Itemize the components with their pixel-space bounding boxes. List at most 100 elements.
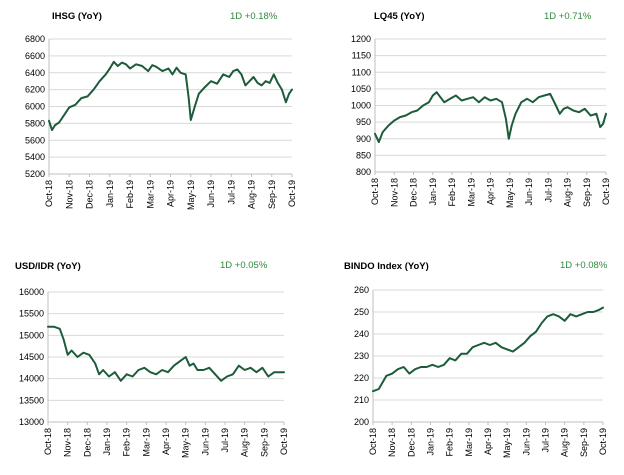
x-tick-label: Nov-18 [389,178,399,207]
x-tick-label: Oct-19 [279,428,289,455]
x-tick-label: Jun-19 [206,180,216,208]
x-tick-label: Feb-19 [122,428,132,457]
x-tick-label: Feb-19 [125,180,135,209]
y-tick-label: 5200 [25,169,45,179]
y-tick-label: 1100 [352,67,371,77]
y-tick-label: 13500 [19,395,44,405]
x-tick-label: Mar-19 [145,180,155,209]
x-tick-label: May-19 [186,180,196,210]
x-tick-label: Jul-19 [541,428,551,453]
y-tick-label: 1050 [351,84,371,94]
bindo-chart: 200 210 220 230 240 250 260 Oct-18 Nov-18 Dec-18 J… [354,285,608,458]
x-tick-label: Mar-19 [464,428,474,457]
lq45-panel: LQ45 (YoY) 1D +0.71% 800 850 900 950 1000 105… [312,0,624,237]
y-tick-label: 14000 [19,374,44,384]
x-tick-label: Jul-19 [220,428,230,453]
x-tick-label: Aug-19 [240,428,250,457]
y-tick-label: 1200 [351,34,371,44]
x-tick-label: Apr-19 [166,180,176,207]
y-tick-label: 6400 [25,68,45,78]
lq45-chart: 800 850 900 950 1000 1050 1100 1150 1200 Oct-18 No… [351,34,611,208]
y-tick-label: 900 [356,134,371,144]
x-tick-label: Jan-19 [426,428,436,456]
x-tick-label: Jun-19 [524,178,534,206]
x-tick-label: May-19 [505,178,515,208]
x-tick-label: Apr-19 [486,178,496,205]
x-tick-label: Nov-18 [387,428,397,457]
x-tick-label: Oct-18 [44,180,54,207]
y-tick-label: 1000 [351,101,371,111]
x-tick-label: Feb-19 [445,428,455,457]
x-tick-label: Nov-18 [63,428,73,457]
ihsg-panel: IHSG (YoY) 1D +0.18% 5200 5400 5600 5800 600… [0,0,312,237]
y-tick-label: 950 [356,117,371,127]
series-line [374,91,607,144]
y-tick-label: 220 [354,373,369,383]
y-tick-label: 13000 [19,417,44,427]
y-tick-label: 1150 [352,51,371,61]
y-tick-label: 240 [354,329,369,339]
x-tick-label: Aug-19 [560,428,570,457]
y-tick-label: 6600 [25,51,45,61]
x-tick-label: May-19 [502,428,512,458]
y-tick-label: 210 [354,395,369,405]
chart-title: LQ45 (YoY) [374,11,425,22]
ihsg-chart: 5200 5400 5600 5800 6000 6200 6400 6600 6800 Oct-… [25,34,297,210]
x-tick-label: Jun-19 [200,428,210,456]
x-tick-label: Feb-19 [447,178,457,207]
x-tick-label: Apr-19 [161,428,171,455]
x-tick-label: Sep-19 [579,428,589,457]
x-tick-label: Oct-19 [598,428,608,455]
x-tick-label: May-19 [181,428,191,458]
x-tick-label: Oct-18 [43,428,53,455]
y-tick-label: 200 [354,417,369,427]
x-tick-label: Dec-18 [409,178,419,207]
usd-idr-chart: 13000 13500 14000 14500 15000 15500 16000 Oct-1… [19,287,289,458]
x-tick-label: Mar-19 [141,428,151,457]
daily-change-annotation: 1D +0.18% [230,11,278,22]
series-line [372,306,604,393]
y-tick-label: 850 [356,150,371,160]
daily-change-annotation: 1D +0.08% [560,260,608,271]
x-tick-label: Aug-19 [247,180,257,209]
x-tick-label: Jul-19 [226,180,236,205]
y-tick-label: 14500 [19,352,44,362]
x-tick-label: Dec-18 [82,428,92,457]
chart-title: BINDO Index (YoY) [344,261,429,272]
x-tick-label: Sep-19 [582,178,592,207]
x-tick-label: Jul-19 [543,178,553,203]
series-line [47,325,285,382]
y-tick-label: 16000 [19,287,44,297]
y-tick-label: 5600 [25,135,45,145]
y-tick-label: 230 [354,351,369,361]
x-tick-label: Dec-18 [406,428,416,457]
y-tick-label: 250 [354,307,369,317]
chart-title: USD/IDR (YoY) [15,261,81,272]
x-tick-label: Dec-18 [85,180,95,209]
y-tick-label: 800 [356,167,371,177]
x-tick-label: Oct-19 [287,180,297,207]
x-tick-label: Sep-19 [259,428,269,457]
x-tick-label: Nov-18 [64,180,74,209]
x-tick-label: Aug-19 [563,178,573,207]
y-tick-label: 15000 [19,330,44,340]
y-tick-label: 260 [354,285,369,295]
daily-change-annotation: 1D +0.71% [544,11,592,22]
x-tick-label: Oct-19 [601,178,611,205]
bindo-panel: BINDO Index (YoY) 1D +0.08% 200 210 220 230… [312,237,624,475]
y-tick-label: 15500 [19,309,44,319]
x-tick-label: Apr-19 [483,428,493,455]
x-tick-label: Jan-19 [102,428,112,456]
y-tick-label: 6800 [25,34,45,44]
y-tick-label: 5800 [25,118,45,128]
x-tick-label: Oct-18 [370,178,380,205]
x-tick-label: Jan-19 [105,180,115,208]
x-tick-label: Mar-19 [466,178,476,207]
x-tick-label: Jan-19 [428,178,438,206]
y-tick-label: 6000 [25,102,45,112]
y-tick-label: 5400 [25,152,45,162]
x-tick-label: Jun-19 [521,428,531,456]
x-tick-label: Sep-19 [267,180,277,209]
series-line [48,60,293,132]
daily-change-annotation: 1D +0.05% [220,260,268,271]
